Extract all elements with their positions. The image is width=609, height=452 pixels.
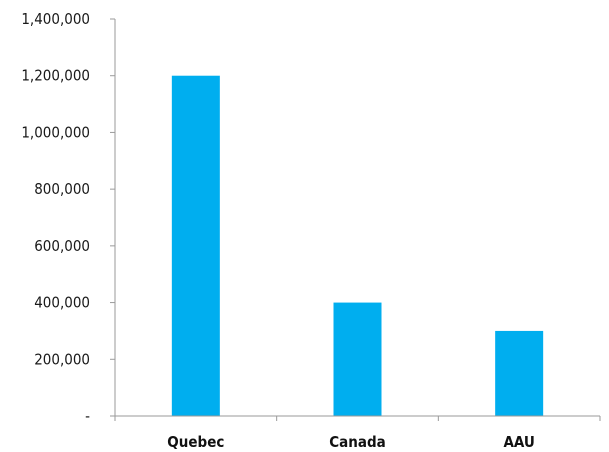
y-tick-label: - — [85, 407, 90, 425]
y-tick-label: 600,000 — [34, 237, 90, 255]
y-tick-label: 1,000,000 — [21, 123, 90, 141]
y-tick-label: 200,000 — [34, 350, 90, 368]
bar-canada — [333, 302, 382, 416]
bars — [171, 75, 544, 416]
x-axis-ticks — [114, 416, 601, 421]
x-tick-label: AAU — [503, 433, 534, 451]
y-tick-label: 800,000 — [34, 180, 90, 198]
y-axis-ticks: - 200,000 400,000 600,000 800,000 1,000,000 1,… — [21, 10, 115, 425]
x-tick-label: Canada — [329, 433, 385, 451]
y-tick-label: 400,000 — [34, 294, 90, 312]
bar-quebec — [171, 75, 220, 416]
x-axis-labels: Quebec Canada AAU — [167, 433, 535, 451]
y-tick-label: 1,400,000 — [21, 10, 90, 28]
bar-aau — [495, 330, 544, 416]
x-tick-label: Quebec — [167, 433, 224, 451]
y-tick-label: 1,200,000 — [21, 67, 90, 85]
